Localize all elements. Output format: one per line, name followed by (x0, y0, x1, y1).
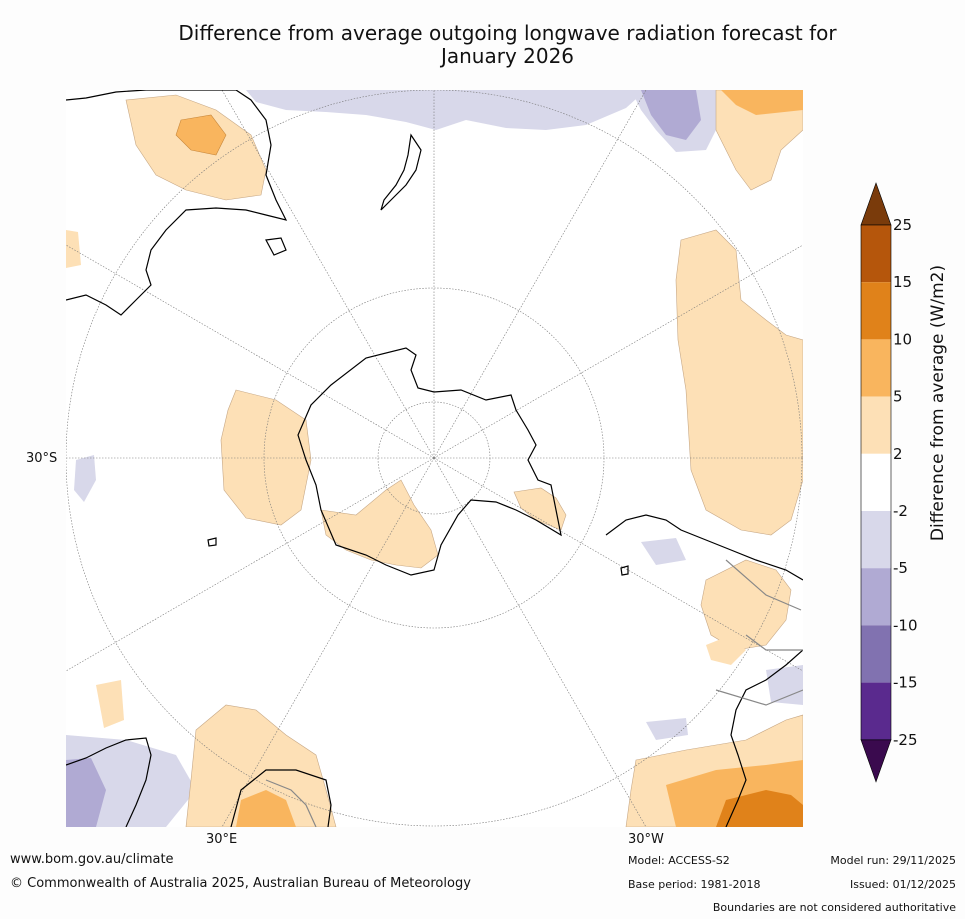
anomaly-neg-sa-east (766, 665, 803, 705)
colorbar-band (861, 568, 891, 626)
colorbar-tick-label: -15 (893, 674, 918, 692)
title-line-1: Difference from average outgoing longwav… (178, 21, 837, 45)
anomaly-neg-south-pacific-top (246, 90, 646, 130)
map-plot-area (66, 90, 803, 827)
anomaly-neg-atlantic-small (646, 718, 688, 740)
colorbar-tick-label: -25 (893, 731, 918, 749)
colorbar-band (861, 453, 891, 511)
colorbar-band (861, 511, 891, 569)
colorbar-tick-label: 2 (893, 445, 903, 463)
anomaly-neg-pacific-east-core (641, 90, 701, 140)
anomaly-pos-weddell (513, 487, 567, 531)
colorbar-tick-label: -2 (893, 502, 908, 520)
colorbar-outline (860, 224, 892, 741)
coast-africa (66, 737, 332, 827)
anomaly-pos-south-america (700, 559, 792, 651)
colorbar-tick-label: 25 (893, 216, 912, 234)
footer-url[interactable]: www.bom.gov.au/climate (10, 852, 174, 867)
footer-disclaimer: Boundaries are not considered authoritat… (712, 901, 956, 914)
footer-model: Model: ACCESS-S2 (628, 854, 730, 867)
anomaly-pos-pacific-large (675, 229, 803, 536)
colorbar-tick-label: 10 (893, 330, 912, 348)
colorbar-tick-label: 5 (893, 388, 903, 406)
coast-tasmania (265, 237, 287, 256)
colorbar-band (861, 396, 891, 454)
anomaly-pos-w-africa-small (96, 680, 124, 728)
anomaly-pos-ne-corner (715, 90, 803, 191)
colorbar-tick-label: 15 (893, 273, 912, 291)
colorbar-band (861, 339, 891, 397)
lon-label-30w: 30°W (628, 832, 664, 847)
coast-antarctica (297, 347, 562, 576)
coast-australia (66, 90, 288, 316)
colorbar-tick-label: -5 (893, 559, 908, 577)
country-borders (265, 559, 803, 827)
chart-title: Difference from average outgoing longwav… (60, 22, 955, 68)
footer-copyright: © Commonwealth of Australia 2025, Austra… (10, 876, 471, 891)
colorbar-band (861, 282, 891, 340)
footer-base-period: Base period: 1981-2018 (628, 878, 761, 891)
lat-label-30s: 30°S (26, 451, 58, 466)
anomaly-pos-indian-ocean (220, 389, 312, 526)
colorbar-band (861, 625, 891, 683)
anomaly-pos-south-america-tip (706, 635, 746, 665)
colorbar: 25 15 10 5 2 -2 -5 -10 -15 -25 Difference from av… (860, 182, 948, 783)
anomaly-pos-w-coast-small (66, 230, 81, 268)
coastlines (66, 90, 803, 827)
anomaly-neg-africa-west-core (66, 758, 106, 827)
colorbar-ticks: 25 15 10 5 2 -2 -5 -10 -15 -25 (893, 216, 918, 749)
colorbar-title: Difference from average (W/m2) (928, 265, 948, 541)
coast-south-america (605, 514, 803, 827)
coast-new-zealand (380, 133, 422, 211)
colorbar-extend-min (860, 739, 892, 783)
anomaly-pos-australia-core (175, 114, 227, 156)
anomaly-pos-ne-core (721, 90, 803, 115)
graticule (66, 90, 803, 827)
anomaly-neg-chile (641, 538, 686, 565)
anomaly-pos-africa-core (236, 790, 296, 827)
footer-model-run: Model run: 29/11/2025 (830, 854, 956, 867)
coast-sub-antarctic-islands (207, 537, 629, 576)
colorbar-bands (860, 182, 892, 783)
colorbar-band (861, 225, 891, 283)
colorbar-band (861, 682, 891, 740)
lon-label-30e: 30°E (206, 832, 238, 847)
anomaly-pos-africa (185, 704, 337, 827)
colorbar-tick-label: -10 (893, 616, 918, 634)
title-line-2: January 2026 (440, 44, 575, 68)
colorbar-extend-max (860, 182, 892, 226)
anomaly-neg-indian-small (74, 455, 96, 502)
footer-issued: Issued: 01/12/2025 (849, 878, 956, 891)
